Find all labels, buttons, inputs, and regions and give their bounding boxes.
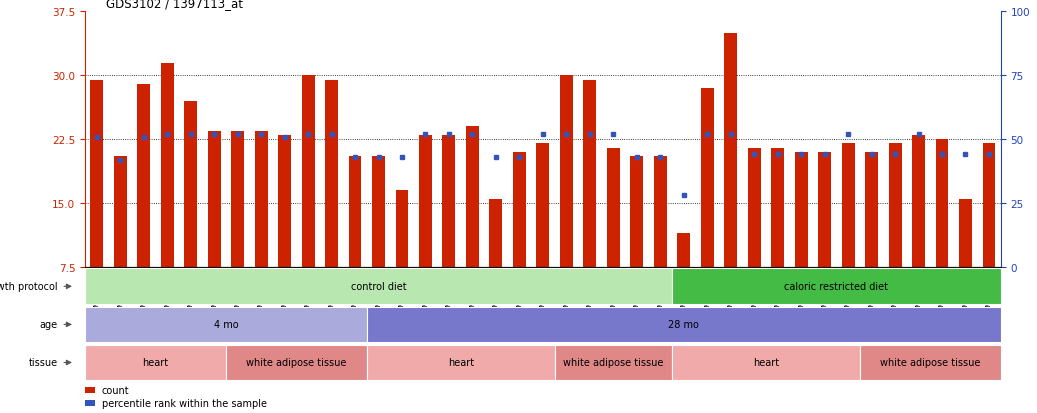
Bar — [513, 152, 526, 267]
Bar — [137, 85, 150, 267]
Bar — [860, 345, 1001, 380]
Bar — [982, 144, 996, 267]
Text: heart: heart — [142, 358, 169, 368]
Bar — [85, 345, 226, 380]
Text: count: count — [102, 385, 130, 395]
Text: percentile rank within the sample: percentile rank within the sample — [102, 398, 267, 408]
Bar — [348, 157, 362, 267]
Bar — [701, 89, 713, 267]
Bar — [90, 81, 104, 267]
Bar — [85, 269, 672, 304]
Bar — [226, 345, 367, 380]
Bar — [748, 148, 760, 267]
Bar — [630, 157, 643, 267]
Text: caloric restricted diet: caloric restricted diet — [784, 282, 889, 292]
Bar — [935, 140, 949, 267]
Text: 28 mo: 28 mo — [668, 320, 699, 330]
Text: 4 mo: 4 mo — [214, 320, 239, 330]
Bar — [85, 400, 95, 406]
Bar — [672, 269, 1001, 304]
Text: age: age — [39, 320, 58, 330]
Bar — [653, 157, 667, 267]
Bar — [85, 307, 367, 342]
Text: white adipose tissue: white adipose tissue — [246, 358, 346, 368]
Bar — [466, 127, 479, 267]
Bar — [367, 307, 1001, 342]
Bar — [794, 152, 808, 267]
Text: control diet: control diet — [351, 282, 407, 292]
Bar — [489, 199, 502, 267]
Bar — [326, 81, 338, 267]
Bar — [372, 157, 385, 267]
Bar — [278, 135, 291, 267]
Bar — [889, 144, 901, 267]
Bar — [818, 152, 831, 267]
Text: GDS3102 / 1397113_at: GDS3102 / 1397113_at — [106, 0, 243, 10]
Bar — [560, 76, 572, 267]
Bar — [842, 144, 854, 267]
Bar — [419, 135, 432, 267]
Bar — [255, 131, 268, 267]
Bar — [231, 131, 244, 267]
Bar — [443, 135, 455, 267]
Bar — [367, 345, 555, 380]
Text: heart: heart — [448, 358, 474, 368]
Bar — [536, 144, 550, 267]
Bar — [185, 102, 197, 267]
Bar — [395, 191, 409, 267]
Bar — [555, 345, 672, 380]
Bar — [161, 63, 173, 267]
Text: heart: heart — [753, 358, 779, 368]
Bar — [607, 148, 620, 267]
Bar — [959, 199, 972, 267]
Bar — [913, 135, 925, 267]
Bar — [677, 233, 691, 267]
Bar — [207, 131, 221, 267]
Text: white adipose tissue: white adipose tissue — [880, 358, 980, 368]
Text: tissue: tissue — [29, 358, 58, 368]
Bar — [302, 76, 314, 267]
Bar — [865, 152, 878, 267]
Text: growth protocol: growth protocol — [0, 282, 58, 292]
Bar — [672, 345, 860, 380]
Bar — [724, 33, 737, 267]
Text: white adipose tissue: white adipose tissue — [563, 358, 664, 368]
Bar — [114, 157, 127, 267]
Bar — [772, 148, 784, 267]
Bar — [85, 387, 95, 392]
Bar — [584, 81, 596, 267]
